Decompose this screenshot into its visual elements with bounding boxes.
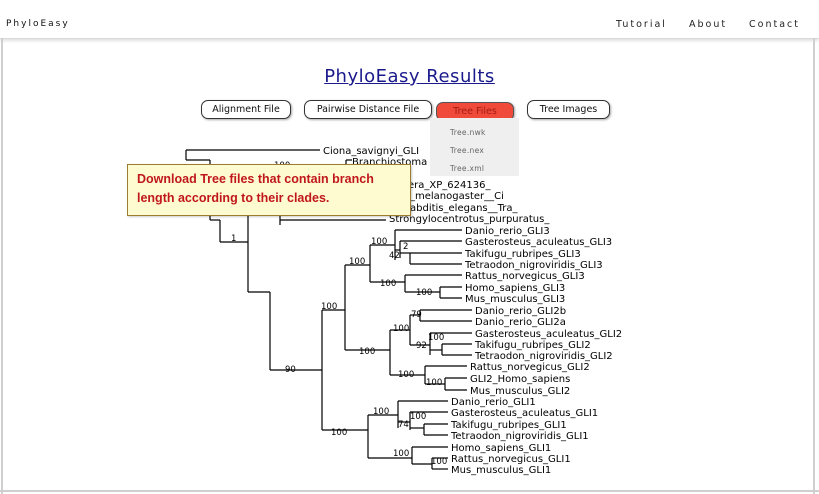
leaf-label: Tetraodon_nigroviridis_GLI2 — [474, 351, 613, 362]
nav-tutorial[interactable]: Tutorial — [616, 19, 667, 30]
leaf-label: Rattus_norvegicus_GLI3 — [465, 271, 585, 282]
left-border — [1, 38, 3, 494]
leaf-label: era_XP_624136_ — [408, 180, 491, 191]
right-border — [813, 38, 815, 494]
support-value: 2 — [403, 242, 408, 252]
support-value: 100 — [393, 324, 409, 334]
leaf-label: Takifugu_rubripes_GLI3 — [464, 249, 581, 260]
tree-leaf-labels: Ciona_savignyi_GLI Branchiostoma era_XP_… — [323, 146, 622, 476]
support-value: 100 — [398, 370, 414, 380]
support-value: 100 — [410, 412, 426, 422]
leaf-label: Danio_rerio_GLI2a — [475, 317, 566, 328]
leaf-label: Gasterosteus_aculeatus_GLI1 — [451, 408, 598, 419]
bootstrap-values: 100 1 100 2 42 100 100 100 100 79 100 10… — [231, 161, 447, 467]
tree-images-button[interactable]: Tree Images — [527, 100, 610, 119]
support-value: 74 — [398, 420, 409, 430]
leaf-label: Homo_sapiens_GLI1 — [451, 443, 551, 454]
leaf-label: GLI2_Homo_sapiens — [470, 374, 570, 385]
leaf-label: Gasterosteus_aculeatus_GLI2 — [475, 329, 622, 340]
support-value: 79 — [411, 310, 422, 320]
support-value: 100 — [426, 378, 442, 388]
tree-branches — [185, 149, 472, 470]
leaf-label: Mus_musculus_GLI1 — [451, 465, 551, 476]
leaf-label: Takifugu_rubripes_GLI1 — [450, 420, 567, 431]
leaf-label: Tetraodon_nigroviridis_GLI3 — [464, 260, 603, 271]
support-value: 100 — [380, 279, 396, 289]
leaf-label: Danio_rerio_GLI1 — [451, 397, 536, 408]
tooltip-text: Download Tree files that contain branch … — [137, 172, 374, 205]
help-tooltip: Download Tree files that contain branch … — [127, 164, 411, 216]
support-value: 100 — [431, 457, 447, 467]
leaf-label: Gasterosteus_aculeatus_GLI3 — [465, 237, 612, 248]
leaf-label: _melanogaster__Ci — [409, 191, 504, 202]
support-value: 1 — [231, 234, 236, 244]
support-value: 100 — [359, 347, 375, 357]
alignment-file-button[interactable]: Alignment File — [201, 100, 291, 119]
top-navbar: PhyloEasy Tutorial About Contact — [0, 0, 819, 39]
leaf-label: Ciona_savignyi_GLI — [323, 146, 419, 157]
brand-logo[interactable]: PhyloEasy — [6, 19, 70, 29]
support-value: 42 — [389, 251, 400, 261]
leaf-label: Mus_musculus_GLI3 — [465, 294, 565, 305]
leaf-label: Branchiostoma — [352, 157, 427, 168]
support-value: 100 — [393, 449, 409, 459]
tree-files-dropdown: Tree.nwk Tree.nex Tree.xml — [430, 118, 519, 176]
download-xml-link[interactable]: Tree.xml — [450, 164, 485, 173]
leaf-label: Rattus_norvegicus_GLI1 — [451, 454, 571, 465]
bottom-border — [0, 490, 819, 492]
pairwise-distance-button[interactable]: Pairwise Distance File — [304, 100, 432, 119]
support-value: 100 — [321, 302, 337, 312]
nav-contact[interactable]: Contact — [749, 19, 800, 30]
leaf-label: Mus_musculus_GLI2 — [470, 386, 570, 397]
support-value: 100 — [371, 237, 387, 247]
support-value: 92 — [416, 341, 427, 351]
support-value: 100 — [416, 288, 432, 298]
support-value: 100 — [331, 428, 347, 438]
leaf-label: Danio_rerio_GLI3 — [465, 226, 550, 237]
support-value: 90 — [285, 365, 296, 375]
support-value: 100 — [373, 407, 389, 417]
support-value: 100 — [349, 257, 365, 267]
leaf-label: Tetraodon_nigroviridis_GLI1 — [450, 431, 589, 442]
leaf-label: Rattus_norvegicus_GLI2 — [470, 362, 590, 373]
page-title[interactable]: PhyloEasy Results — [324, 66, 495, 87]
leaf-label: Takifugu_rubripes_GLI2 — [474, 340, 591, 351]
download-nwk-link[interactable]: Tree.nwk — [450, 128, 486, 137]
leaf-label: Homo_sapiens_GLI3 — [465, 283, 565, 294]
leaf-label: abditis_elegans__Tra_ — [410, 203, 518, 214]
download-nex-link[interactable]: Tree.nex — [450, 146, 485, 155]
leaf-label: Strongylocentrotus_purpuratus_ — [389, 214, 550, 225]
support-value: 100 — [428, 333, 444, 343]
nav-about[interactable]: About — [689, 19, 728, 30]
leaf-label: Danio_rerio_GLI2b — [475, 306, 566, 317]
